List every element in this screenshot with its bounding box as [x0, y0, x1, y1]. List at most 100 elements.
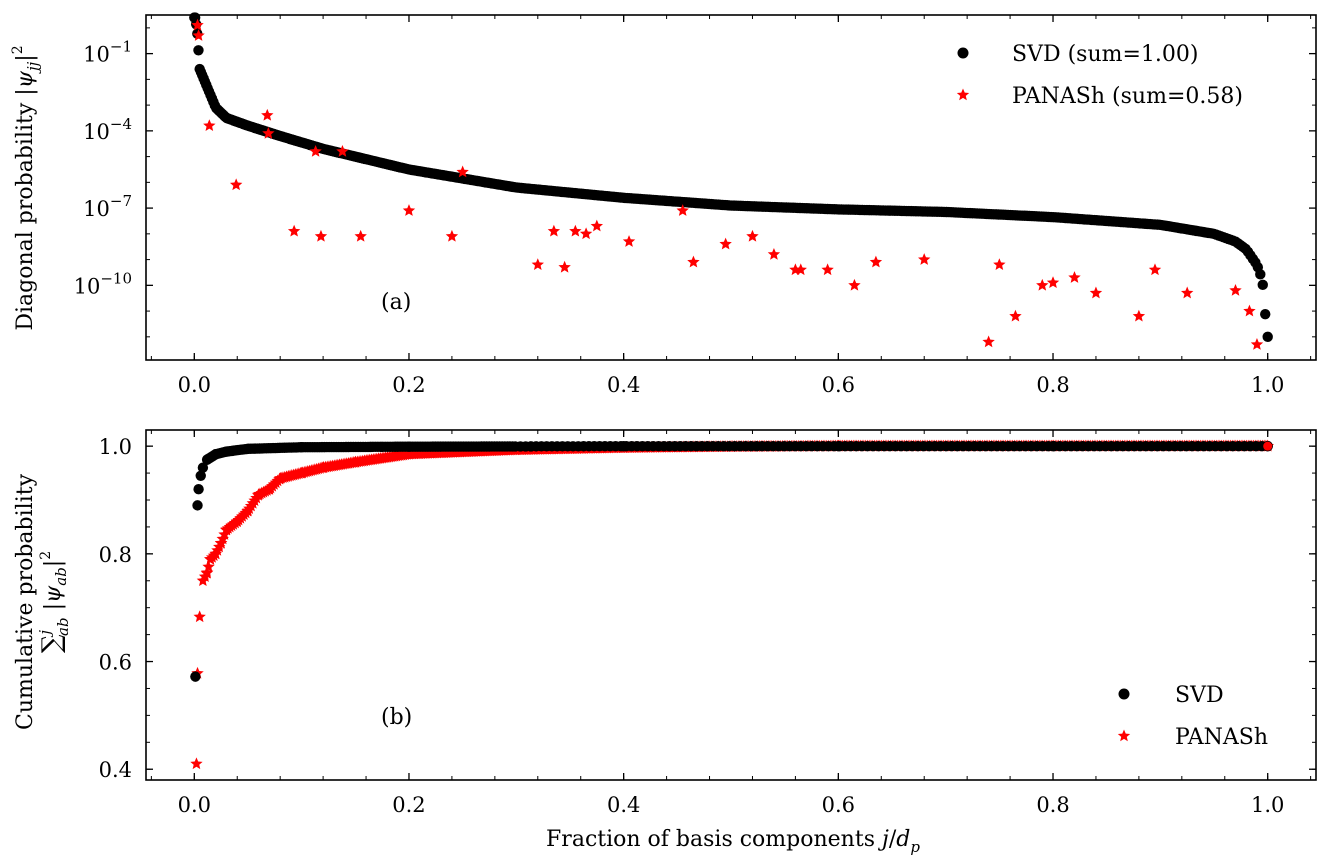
- y-tick-label-a: 10−1: [83, 38, 132, 67]
- svd-point-a: [1262, 331, 1273, 343]
- panash-point-a: [1036, 278, 1049, 291]
- ticks-a: 0.0 0.2 0.4 0.6 0.8 1.0 10−1 10−4 10−7 10−10: [74, 15, 1316, 397]
- legend-panash-label-b: PANASh: [1175, 725, 1268, 750]
- y-tick-label-b: 0.4: [99, 758, 132, 782]
- plot-frame-b: [145, 429, 1317, 781]
- marks-a: [189, 12, 1273, 350]
- panash-point-b: [193, 610, 206, 623]
- legend-svd-label-b: SVD: [1175, 683, 1224, 708]
- panash-point-a: [309, 144, 322, 157]
- svg-text:∑jab |ψab|2: ∑jab |ψab|2: [36, 551, 72, 653]
- panash-point-a: [336, 144, 349, 157]
- svd-point-b: [195, 470, 206, 481]
- panash-point-b: [200, 566, 213, 579]
- x-tick-label-a: 0.6: [822, 373, 855, 397]
- x-tick-label-b: 1.0: [1251, 793, 1284, 817]
- panash-point-a: [229, 178, 243, 191]
- svd-point-b: [193, 484, 204, 495]
- panash-point-a: [402, 204, 416, 216]
- panash-point-a: [287, 224, 301, 237]
- svd-point-b: [192, 500, 203, 511]
- x-axis-label: Fraction of basis components j/dp: [546, 827, 920, 856]
- panash-point-a: [1181, 286, 1194, 299]
- legend-a: SVD (sum=1.00) PANASh (sum=0.58): [956, 42, 1243, 109]
- panash-point-a: [993, 258, 1006, 270]
- plot-frame-a: [145, 14, 1317, 361]
- panel-label-b: (b): [381, 705, 412, 730]
- panash-point-a: [1009, 309, 1022, 322]
- panash-point-a: [261, 108, 274, 121]
- legend-b: SVD PANASh: [1117, 683, 1268, 750]
- panash-point-a: [192, 29, 205, 41]
- x-tick-label-a: 0.2: [392, 373, 425, 397]
- panash-point-a: [918, 253, 931, 265]
- svg-text:Cumulative probability: Cumulative probability: [13, 473, 38, 730]
- panash-point-a: [1132, 309, 1146, 322]
- svd-point-a: [1255, 269, 1266, 280]
- panash-point-a: [354, 229, 367, 242]
- y-axis-label-a: Diagonal probability |ψjj|2: [10, 45, 42, 330]
- panash-point-a: [1046, 276, 1060, 289]
- y-tick-label-b: 1.0: [99, 435, 132, 459]
- panash-point-a: [1068, 271, 1081, 283]
- y-tick-label-b: 0.6: [99, 651, 132, 675]
- x-tick-label-b: 0.2: [392, 793, 425, 817]
- panash-point-a: [590, 219, 604, 232]
- panash-point-a: [687, 255, 700, 268]
- marks-b: [190, 439, 1274, 770]
- x-tick-label-a: 0.0: [178, 373, 211, 397]
- legend-svd-marker-a: [957, 47, 969, 59]
- panash-point-a: [767, 247, 781, 260]
- svd-point-a: [1260, 308, 1271, 320]
- panash-point-b: [202, 560, 215, 573]
- panash-point-a: [547, 224, 561, 237]
- y-tick-label-b: 0.8: [99, 543, 132, 567]
- panash-point-b: [190, 757, 203, 770]
- panash-point-a: [676, 204, 689, 216]
- panel-b: 0.0 0.2 0.4 0.6 0.8 1.0 0.4 0.6 0.8 1.0 (b) SVD P…: [13, 429, 1317, 856]
- legend-panash-marker-a: [956, 88, 970, 101]
- panash-point-a: [1229, 283, 1242, 296]
- panash-point-a: [531, 258, 544, 270]
- panash-point-a: [262, 126, 275, 139]
- panash-point-a: [719, 237, 732, 250]
- x-tick-label-b: 0.4: [607, 793, 640, 817]
- panash-point-a: [869, 255, 883, 268]
- svg-text:Fraction of basis components j: Fraction of basis components j/dp: [546, 827, 920, 856]
- legend-panash-label-a: PANASh (sum=0.58): [1012, 84, 1243, 109]
- panash-point-a: [445, 229, 459, 242]
- panash-point-a: [1250, 338, 1264, 350]
- x-tick-label-b: 0.6: [822, 793, 855, 817]
- legend-svd-label-a: SVD (sum=1.00): [1012, 42, 1199, 67]
- svd-point-a: [1257, 279, 1268, 291]
- panash-point-b: [1263, 441, 1273, 451]
- y-tick-label-a: 10−10: [74, 269, 132, 298]
- svd-point-b: [197, 462, 209, 473]
- panash-point-a: [314, 229, 328, 242]
- panash-point-a: [622, 235, 636, 247]
- svg-text:Diagonal probability |ψjj|2: Diagonal probability |ψjj|2: [10, 45, 42, 330]
- y-axis-label-b: Cumulative probability ∑jab |ψab|2: [13, 473, 72, 730]
- panash-point-a: [558, 260, 571, 273]
- y-tick-label-a: 10−7: [83, 192, 132, 221]
- panel-label-a: (a): [381, 290, 411, 315]
- panash-point-a: [821, 263, 834, 276]
- panash-point-a: [746, 229, 759, 242]
- x-tick-label-b: 0.0: [178, 793, 211, 817]
- legend-svd-marker-b: [1118, 688, 1130, 700]
- x-tick-label-a: 0.8: [1036, 373, 1069, 397]
- y-tick-label-a: 10−4: [83, 115, 132, 144]
- panash-point-a: [203, 119, 216, 131]
- panash-point-a: [1148, 263, 1162, 276]
- x-tick-label-a: 1.0: [1251, 373, 1284, 397]
- panash-point-a: [848, 278, 861, 291]
- panash-point-a: [982, 335, 995, 348]
- panash-point-a: [456, 165, 469, 178]
- ticks-b: 0.0 0.2 0.4 0.6 0.8 1.0 0.4 0.6 0.8 1.0: [99, 430, 1316, 817]
- x-tick-label-a: 0.4: [607, 373, 640, 397]
- panash-point-a: [569, 224, 582, 237]
- panash-point-a: [191, 18, 204, 31]
- panash-point-a: [579, 227, 593, 240]
- panash-point-a: [794, 263, 807, 276]
